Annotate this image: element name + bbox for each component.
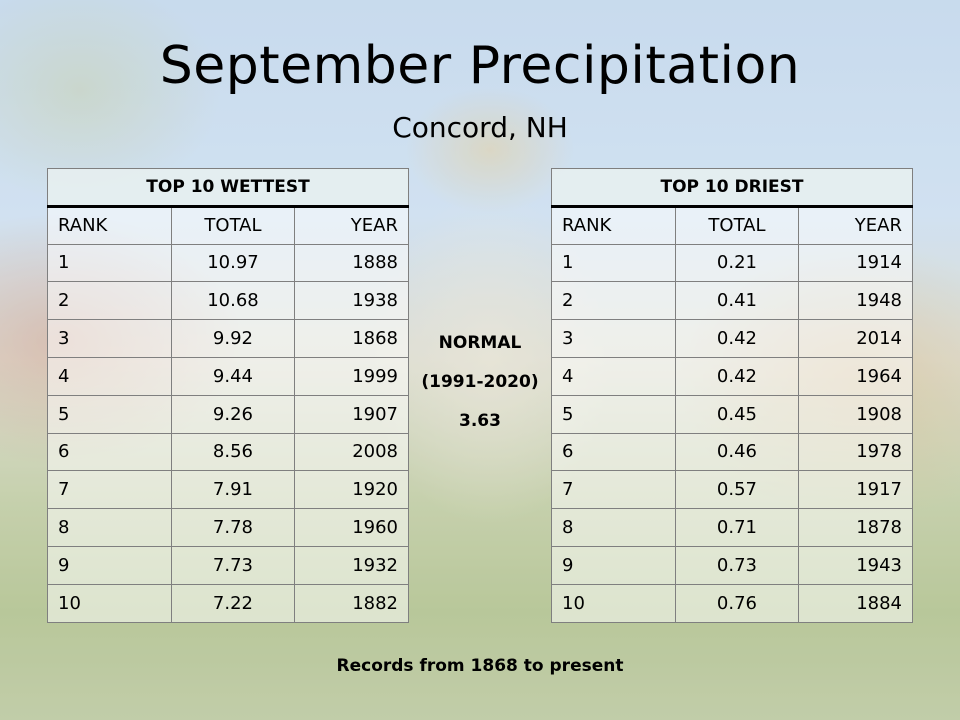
table-row: 8 7.78 1960 [47,508,409,547]
total-cell: 0.21 [674,243,800,283]
column-header-year: YEAR [294,205,409,245]
rank-cell: 3 [47,319,172,358]
total-cell: 7.22 [170,583,296,623]
total-cell: 0.45 [674,394,800,434]
normal-period: (1991-2020) [421,372,539,392]
driest-rows: 1 0.21 1914 2 0.41 1948 3 0.42 2014 4 0.42 1964 5 0.4… [551,243,913,623]
year-cell: 1964 [798,356,913,396]
total-cell: 0.42 [674,356,800,396]
table-row: 3 0.42 2014 [551,319,913,358]
year-cell: 1884 [798,583,913,623]
wettest-table: TOP 10 WETTEST RANK TOTAL YEAR 1 10.97 188… [47,168,409,623]
year-cell: 2008 [294,432,409,472]
year-cell: 1948 [798,281,913,321]
table-row: 1 0.21 1914 [551,243,913,283]
rank-cell: 8 [47,508,172,547]
table-row: 1 10.97 1888 [47,243,409,283]
rank-cell: 1 [47,243,172,283]
normal-value: 3.63 [459,411,501,431]
year-cell: 1920 [294,470,409,510]
total-cell: 8.56 [170,432,296,472]
table-row: 10 7.22 1882 [47,583,409,623]
total-cell: 0.42 [674,319,800,358]
total-cell: 0.41 [674,281,800,321]
table-row: 3 9.92 1868 [47,319,409,358]
year-cell: 1932 [294,545,409,585]
total-cell: 7.91 [170,470,296,510]
rank-cell: 9 [551,545,676,585]
rank-cell: 1 [551,243,676,283]
rank-cell: 3 [551,319,676,358]
rank-cell: 5 [47,394,172,434]
year-cell: 1882 [294,583,409,623]
column-header-total: TOTAL [674,205,800,245]
normal-label: NORMAL [438,333,522,353]
rank-cell: 2 [551,281,676,321]
rank-cell: 4 [551,356,676,396]
slide-subtitle: Concord, NH [392,111,568,144]
column-header-rank: RANK [551,205,676,245]
table-row: 8 0.71 1878 [551,508,913,547]
rank-cell: 6 [47,432,172,472]
column-header-year: YEAR [798,205,913,245]
driest-table: TOP 10 DRIEST RANK TOTAL YEAR 1 0.21 1914 2… [551,168,913,623]
year-cell: 1878 [798,508,913,547]
table-row: 7 0.57 1917 [551,470,913,510]
total-cell: 9.44 [170,356,296,396]
table-row: 2 0.41 1948 [551,281,913,321]
year-cell: 1943 [798,545,913,585]
total-cell: 0.76 [674,583,800,623]
year-cell: 1907 [294,394,409,434]
rank-cell: 5 [551,394,676,434]
table-row: 6 0.46 1978 [551,432,913,472]
year-cell: 1917 [798,470,913,510]
table-row: 10 0.76 1884 [551,583,913,623]
year-cell: 1960 [294,508,409,547]
rank-cell: 7 [47,470,172,510]
total-cell: 9.92 [170,319,296,358]
total-cell: 0.71 [674,508,800,547]
records-footnote: Records from 1868 to present [336,656,624,676]
total-cell: 0.46 [674,432,800,472]
total-cell: 7.73 [170,545,296,585]
rank-cell: 10 [47,583,172,623]
year-cell: 1938 [294,281,409,321]
table-row: 7 7.91 1920 [47,470,409,510]
year-cell: 1888 [294,243,409,283]
total-cell: 0.57 [674,470,800,510]
year-cell: 1978 [798,432,913,472]
year-cell: 1999 [294,356,409,396]
year-cell: 1908 [798,394,913,434]
rank-cell: 2 [47,281,172,321]
year-cell: 1868 [294,319,409,358]
rank-cell: 10 [551,583,676,623]
table-row: 9 0.73 1943 [551,545,913,585]
table-row: 2 10.68 1938 [47,281,409,321]
total-cell: 7.78 [170,508,296,547]
table-row: 6 8.56 2008 [47,432,409,472]
total-cell: 0.73 [674,545,800,585]
rank-cell: 9 [47,545,172,585]
total-cell: 9.26 [170,394,296,434]
column-header-total: TOTAL [170,205,296,245]
slide-title: September Precipitation [159,36,801,96]
table-row: 5 9.26 1907 [47,394,409,434]
total-cell: 10.68 [170,281,296,321]
table-row: 9 7.73 1932 [47,545,409,585]
wettest-rows: 1 10.97 1888 2 10.68 1938 3 9.92 1868 4 9.44 1999 5 9… [47,243,409,623]
rank-cell: 4 [47,356,172,396]
column-header-rank: RANK [47,205,172,245]
year-cell: 2014 [798,319,913,358]
wettest-heading: TOP 10 WETTEST [47,168,409,208]
table-row: 5 0.45 1908 [551,394,913,434]
year-cell: 1914 [798,243,913,283]
total-cell: 10.97 [170,243,296,283]
table-row: 4 0.42 1964 [551,356,913,396]
table-row: 4 9.44 1999 [47,356,409,396]
driest-heading: TOP 10 DRIEST [551,168,913,208]
rank-cell: 7 [551,470,676,510]
rank-cell: 6 [551,432,676,472]
rank-cell: 8 [551,508,676,547]
